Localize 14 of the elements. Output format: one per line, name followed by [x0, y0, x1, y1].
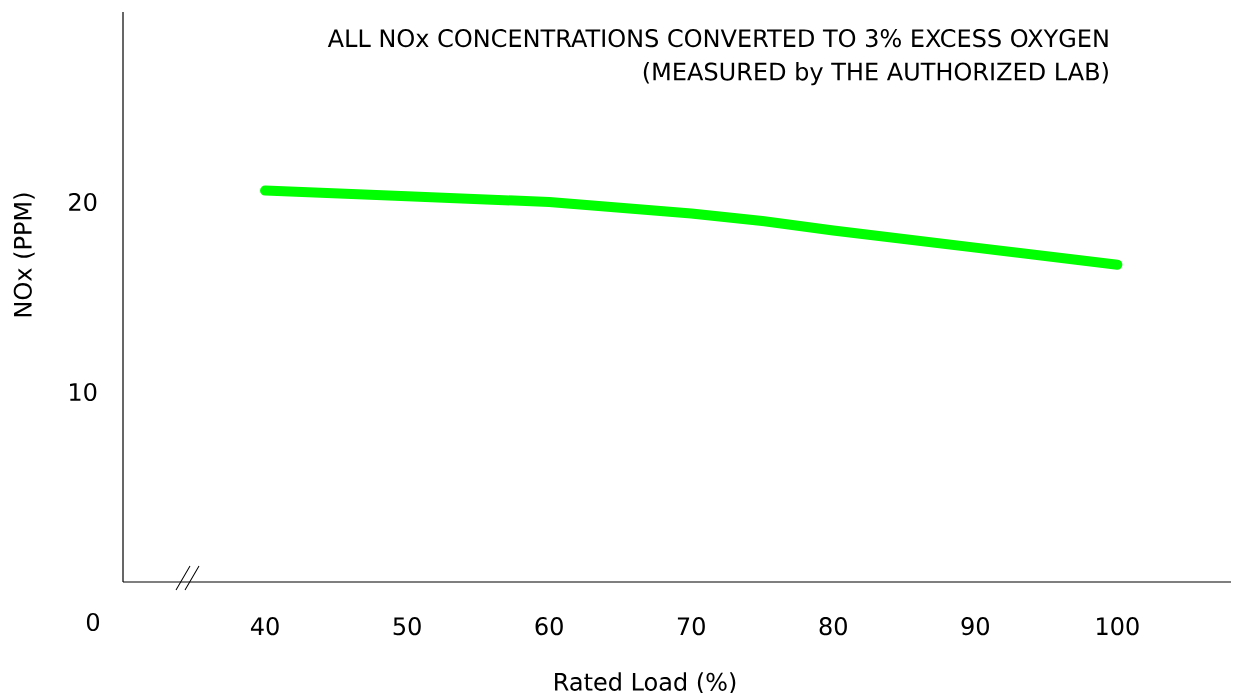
x-tick-label: 40 [250, 617, 279, 636]
text: (MEASURED by THE AUTHORIZED LAB) [643, 62, 1108, 86]
x-tick-label: 80 [819, 617, 847, 636]
y-axis-title: NOx (PPM) [13, 193, 35, 317]
text: 0 [86, 612, 100, 632]
x-tick-label: 60 [535, 617, 563, 636]
text: ALL NOx CONCENTRATIONS CONVERTED TO 3% EXCESS OXYGEN [327, 29, 1108, 48]
x-tick-label: 50 [393, 617, 421, 636]
y-tick-label: 10 [70, 382, 97, 402]
y-tick-label: 20 [69, 192, 97, 212]
x-tick-label: 70 [677, 617, 705, 636]
x-tick-label: 100 [1097, 617, 1139, 636]
x-tick-label: 90 [961, 617, 989, 636]
x-axis-title: Rated Load (%) [555, 672, 736, 693]
